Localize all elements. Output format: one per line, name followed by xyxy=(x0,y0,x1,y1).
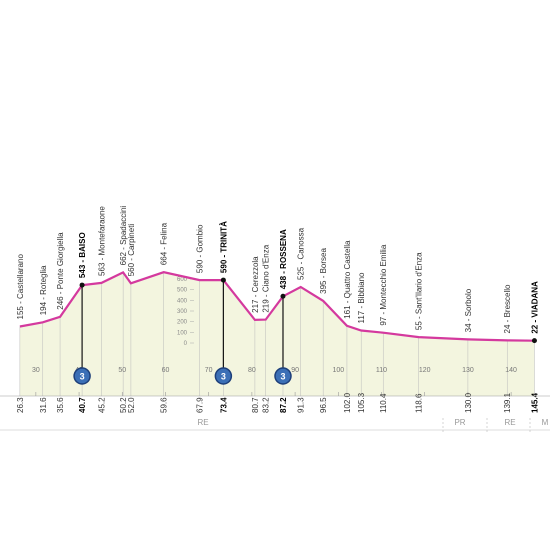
town-label: 246 - Ponte Giorgiella xyxy=(56,232,65,310)
km-label: 102.0 xyxy=(343,392,352,413)
x-tick-label: 100 xyxy=(332,367,344,374)
km-label: 96.5 xyxy=(319,397,328,413)
x-tick-label: 60 xyxy=(162,367,170,374)
profile-area xyxy=(19,272,535,396)
town-label: 22 - VIADANA xyxy=(530,281,539,334)
km-label: 52.0 xyxy=(127,397,136,413)
km-label: 26.3 xyxy=(16,397,25,413)
km-label: 87.2 xyxy=(279,397,288,413)
region-label: M xyxy=(542,418,549,427)
y-tick-label: 600 xyxy=(177,277,188,283)
town-label: 34 - Sorbolo xyxy=(464,288,473,332)
climb-marker xyxy=(73,367,91,385)
town-label: 664 - Felina xyxy=(160,222,169,265)
x-tick-label: 80 xyxy=(248,367,256,374)
x-tick-label: 50 xyxy=(118,367,126,374)
km-label: 35.6 xyxy=(56,397,65,413)
region-label: RE xyxy=(197,418,208,427)
y-tick-label: 400 xyxy=(177,298,188,304)
km-label: 45.2 xyxy=(98,397,107,413)
town-label: 395 - Borsea xyxy=(319,248,328,294)
town-label: 662 - Spadaccini xyxy=(119,206,128,266)
km-label: 139.1 xyxy=(503,392,512,413)
town-label: 590 - TRINITÀ xyxy=(219,221,228,273)
town-label: 55 - Sant'Ilario d'Enza xyxy=(415,252,424,330)
climb-category: 3 xyxy=(221,372,226,382)
town-label: 24 - Brescello xyxy=(503,284,512,333)
x-tick-label: 140 xyxy=(505,367,517,374)
town-point xyxy=(220,277,226,283)
region-label: RE xyxy=(504,418,515,427)
y-tick-label: 200 xyxy=(177,320,188,326)
climb-marker xyxy=(214,367,233,385)
town-label: 438 - ROSSENA xyxy=(279,229,288,289)
region-label: PR xyxy=(454,418,465,427)
town-label: 525 - Canossa xyxy=(297,227,306,280)
town-label: 217 - Cerezzola xyxy=(251,256,260,313)
town-label: 161 - Quattro Castella xyxy=(343,240,352,319)
climb-category: 3 xyxy=(80,372,85,382)
km-label: 50.2 xyxy=(119,397,128,413)
km-label: 67.9 xyxy=(196,397,205,413)
town-point xyxy=(531,338,537,344)
y-tick-label: 0 xyxy=(184,341,188,347)
km-label: 110.4 xyxy=(379,393,388,413)
km-label: 31.6 xyxy=(39,397,48,413)
km-label: 130.0 xyxy=(464,392,473,413)
x-tick-label: 120 xyxy=(419,367,431,374)
town-point xyxy=(280,293,286,299)
town-point xyxy=(79,282,85,288)
x-tick-label: 130 xyxy=(462,367,474,374)
km-label: 59.6 xyxy=(160,397,169,413)
y-tick-label: 500 xyxy=(177,288,188,294)
town-label: 219 - Ciano d'Enza xyxy=(262,244,271,312)
profile-line xyxy=(19,271,535,342)
km-label: 145.4 xyxy=(530,392,539,413)
km-label: 73.4 xyxy=(219,397,228,413)
x-tick-label: 30 xyxy=(32,367,40,374)
km-label: 91.3 xyxy=(297,397,306,413)
km-label: 83.2 xyxy=(262,397,271,413)
x-tick-label: 90 xyxy=(291,367,299,374)
y-tick-label: 100 xyxy=(177,330,188,336)
town-label: 560 - Carpineti xyxy=(127,224,136,277)
km-label: 105.3 xyxy=(357,392,366,413)
town-label: 97 - Montecchio Emilia xyxy=(379,244,388,325)
climb-category: 3 xyxy=(280,372,285,382)
y-tick-label: 300 xyxy=(177,309,188,315)
climb-marker xyxy=(274,367,292,385)
km-label: 118.6 xyxy=(415,393,424,413)
x-tick-label: 110 xyxy=(376,367,387,374)
km-label: 40.7 xyxy=(78,397,87,413)
town-label: 194 - Roteglia xyxy=(39,265,48,315)
x-tick-label: 70 xyxy=(205,367,213,374)
town-label: 563 - Montefaraone xyxy=(98,206,107,276)
town-label: 590 - Gombio xyxy=(196,224,205,273)
town-label: 117 - Bibbiano xyxy=(357,272,366,324)
town-label: 155 - Castellarano xyxy=(16,254,25,320)
km-label: 80.7 xyxy=(251,397,260,413)
town-label: 543 - BAISO xyxy=(78,232,87,278)
